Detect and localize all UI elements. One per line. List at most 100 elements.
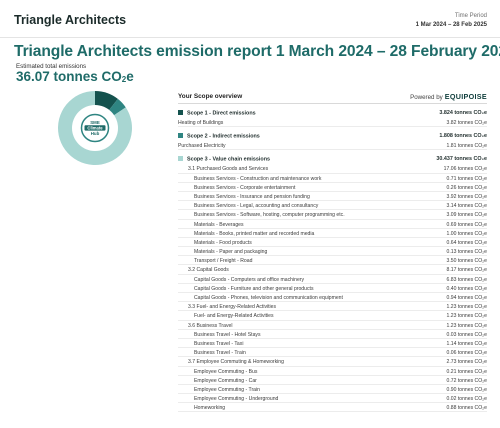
row-value: 1.23 tonnes CO₂e — [446, 304, 488, 311]
emission-row: 3.7 Employee Commuting & Homeworking 2.73… — [178, 357, 487, 367]
row-value: 3.82 tonnes CO₂e — [446, 120, 488, 126]
row-label: Scope 3 - Value chain emissions — [178, 155, 270, 162]
row-label-text: Heating of Buildings — [178, 120, 224, 126]
emission-row: 3.3 Fuel- and Energy-Related Activities 1… — [178, 302, 488, 312]
row-label-text: Materials - Beverages — [194, 221, 244, 228]
row-label-text: Homeworking — [194, 405, 226, 412]
total-value-sub: 2 — [121, 75, 127, 84]
row-label: 3.7 Employee Commuting & Homeworking — [188, 359, 284, 365]
period-value: 1 Mar 2024 – 28 Feb 2025 — [415, 22, 487, 28]
emission-row: Materials - Paper and packaging 0.13 tonn… — [178, 247, 488, 257]
row-value: 6.83 tonnes CO₂e — [446, 276, 488, 283]
row-value: 1.23 tonnes CO₂e — [446, 322, 488, 329]
row-value: 17.06 tonnes CO₂e — [443, 166, 487, 173]
row-label: Capital Goods - Phones, television and c… — [194, 295, 343, 301]
row-label: Heating of Buildings — [178, 120, 223, 126]
row-value: 8.17 tonnes CO₂e — [446, 267, 488, 274]
row-label-text: 3.6 Business Travel — [188, 322, 233, 329]
row-value: 0.06 tonnes CO₂e — [446, 350, 488, 357]
emission-row: Materials - Food products 0.64 tonnes CO₂… — [178, 238, 487, 248]
company-name: Triangle Architects — [14, 13, 127, 27]
row-label-text: Business Travel - Hotel Stays — [194, 331, 261, 338]
row-label-text: Materials - Books, printed matter and re… — [194, 230, 315, 237]
row-value: 0.26 tonnes CO₂e — [446, 184, 488, 191]
row-label-text: 3.1 Purchased Goods and Services — [188, 166, 269, 173]
badge-line-3: Hub — [91, 131, 100, 136]
emission-row: Capital Goods - Furniture and other gene… — [178, 284, 487, 293]
scope-swatch — [178, 155, 183, 161]
row-label: Business Services - Software, hosting, c… — [194, 212, 345, 218]
row-label: Scope 2 - Indirect emissions — [178, 132, 260, 140]
emission-row: Employee Commuting - Train 0.90 tonnes CO… — [178, 385, 488, 395]
badge-line-1: SME — [90, 120, 100, 125]
row-value: 0.13 tonnes CO₂e — [446, 249, 488, 256]
row-label: Employee Commuting - Train — [194, 387, 260, 393]
row-value: 0.40 tonnes CO₂e — [446, 285, 488, 292]
emission-row: Business Travel - Taxi 1.14 tonnes CO₂e — [178, 339, 487, 349]
emission-row: Materials - Beverages 0.69 tonnes CO₂e — [178, 220, 487, 229]
emission-row: 3.1 Purchased Goods and Services 17.06 to… — [178, 164, 487, 174]
emission-row: Fuel- and Energy-Related Activities 1.23 … — [178, 311, 488, 321]
row-label: 3.2 Capital Goods — [188, 267, 229, 273]
row-label: Purchased Electricity — [178, 143, 226, 149]
row-value: 1.808 tonnes CO₂e — [439, 132, 487, 139]
scope-row: Scope 2 - Indirect emissions 1.808 tonnes… — [178, 130, 487, 141]
emission-row: Purchased Electricity 1.81 tonnes CO₂e — [178, 141, 488, 151]
scope-swatch — [178, 132, 183, 138]
row-label-text: Employee Commuting - Car — [194, 377, 257, 384]
row-value: 3.09 tonnes CO₂e — [446, 212, 488, 219]
row-label: Business Travel - Hotel Stays — [194, 332, 261, 338]
row-value: 0.88 tonnes CO₂e — [446, 405, 488, 412]
emissions-list: Scope 1 - Direct emissions 3.824 tonnes C… — [178, 107, 488, 413]
row-label-text: Business Services - Software, hosting, c… — [194, 212, 345, 219]
row-value: 1.23 tonnes CO₂e — [446, 313, 488, 320]
powered-by-label: Powered by — [410, 94, 443, 101]
row-value: 1.81 tonnes CO₂e — [446, 143, 488, 150]
badge-line-2: Climate — [87, 125, 103, 130]
row-label-text: Purchased Electricity — [178, 143, 226, 150]
row-label-text: Transport / Freight - Road — [194, 258, 253, 265]
row-label: Employee Commuting - Car — [194, 378, 257, 384]
row-label: Transport / Freight - Road — [194, 258, 252, 264]
scope-swatch — [178, 109, 183, 115]
emission-row: Capital Goods - Phones, television and c… — [178, 293, 487, 303]
row-label-text: Fuel- and Energy-Related Activities — [194, 313, 274, 320]
row-label: Business Travel - Taxi — [194, 341, 243, 347]
row-label: Materials - Food products — [194, 240, 252, 246]
row-value: 0.21 tonnes CO₂e — [446, 368, 488, 375]
total-value-main: 36.07 tonnes CO — [16, 69, 122, 84]
emission-row: Transport / Freight - Road 3.50 tonnes CO… — [178, 256, 487, 266]
row-label: Capital Goods - Computers and office mac… — [194, 277, 304, 283]
row-label: Homeworking — [194, 405, 225, 411]
emission-row: Heating of Buildings 3.82 tonnes CO₂e — [178, 118, 488, 128]
emission-row: Employee Commuting - Car 0.72 tonnes CO₂e — [178, 376, 487, 385]
overview-title: Your Scope overview — [178, 93, 243, 100]
row-label-text: 3.2 Capital Goods — [188, 267, 229, 274]
period-label: Time Period — [454, 13, 487, 19]
row-label: 3.6 Business Travel — [188, 323, 232, 329]
badge-ribbon — [84, 125, 106, 131]
row-label-text: Capital Goods - Computers and office mac… — [194, 276, 305, 283]
row-label-text: Capital Goods - Furniture and other gene… — [194, 285, 314, 292]
total-emissions-value: 36.07 tonnes CO2e — [16, 69, 134, 84]
total-emissions-label: Estimated total emissions — [16, 63, 87, 70]
row-value: 0.71 tonnes CO₂e — [446, 175, 488, 182]
equipoise-logo: EQUIPOISE — [444, 92, 487, 101]
row-label: Employee Commuting - Bus — [194, 369, 257, 375]
row-label-text: Business Travel - Train — [194, 350, 246, 357]
report-title: Triangle Architects emission report 1 Ma… — [14, 43, 500, 60]
row-value: 1.00 tonnes CO₂e — [446, 230, 488, 237]
emission-row: 3.2 Capital Goods 8.17 tonnes CO₂e — [178, 265, 488, 275]
row-value: 0.02 tonnes CO₂e — [446, 396, 488, 403]
row-label-text: Capital Goods - Phones, television and c… — [194, 295, 343, 301]
row-value: 0.90 tonnes CO₂e — [446, 386, 488, 393]
row-value: 3.14 tonnes CO₂e — [446, 203, 488, 210]
row-label: Business Services - Construction and mai… — [194, 176, 321, 182]
row-label: Capital Goods - Furniture and other gene… — [194, 286, 314, 292]
row-label-text: Scope 1 - Direct emissions — [187, 110, 256, 116]
row-label-text: 3.7 Employee Commuting & Homeworking — [188, 359, 284, 366]
row-value: 3.824 tonnes CO₂e — [439, 109, 487, 116]
row-label-text: Scope 2 - Indirect emissions — [187, 133, 260, 140]
row-label: Business Travel - Train — [194, 350, 246, 356]
row-label: Business Services - Corporate entertainm… — [194, 185, 295, 191]
